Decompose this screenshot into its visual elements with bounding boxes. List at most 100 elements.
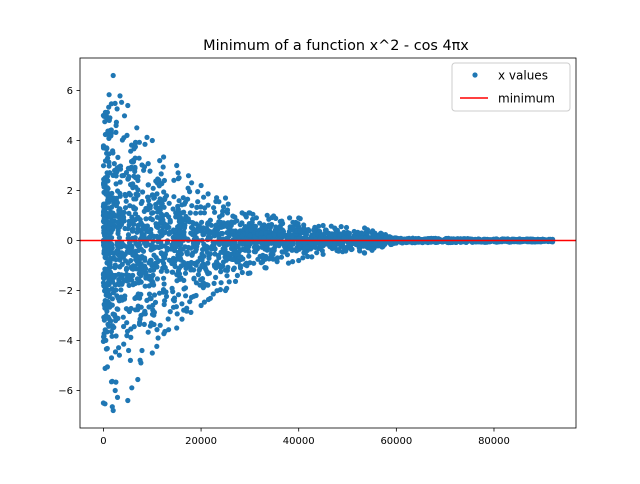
data-point xyxy=(266,234,272,240)
data-point xyxy=(248,227,254,233)
data-point xyxy=(218,265,224,271)
data-point xyxy=(263,225,270,231)
data-point xyxy=(188,267,194,273)
data-point xyxy=(215,226,221,232)
data-point xyxy=(135,247,142,253)
data-point xyxy=(272,242,279,248)
data-point xyxy=(166,200,172,206)
data-point xyxy=(176,223,182,229)
data-point xyxy=(120,314,126,320)
data-point xyxy=(231,248,237,254)
data-point xyxy=(129,235,136,241)
data-point xyxy=(110,407,116,414)
data-point xyxy=(143,223,149,229)
data-point xyxy=(308,241,314,247)
data-point xyxy=(101,317,107,323)
data-point xyxy=(191,276,197,282)
data-point xyxy=(135,187,141,193)
legend-marker-x-values xyxy=(472,72,478,78)
data-point xyxy=(267,224,273,231)
data-point xyxy=(253,244,259,250)
data-point xyxy=(130,282,136,288)
data-point xyxy=(133,140,139,146)
data-point xyxy=(105,269,111,275)
data-point xyxy=(201,194,207,200)
data-point xyxy=(360,243,366,249)
data-point xyxy=(187,210,193,216)
data-point xyxy=(101,228,107,234)
data-point xyxy=(112,387,118,394)
data-point xyxy=(124,320,130,326)
data-point xyxy=(113,122,119,129)
data-point xyxy=(157,322,163,328)
data-point xyxy=(104,170,110,176)
data-point xyxy=(158,268,164,274)
data-point xyxy=(211,242,217,248)
data-point xyxy=(161,260,167,266)
data-point xyxy=(346,242,352,248)
data-point xyxy=(106,92,112,98)
data-point xyxy=(124,132,130,138)
data-point xyxy=(300,255,306,261)
data-point xyxy=(222,254,228,260)
data-point xyxy=(106,257,112,263)
data-point xyxy=(126,249,132,255)
data-point xyxy=(115,295,121,301)
data-point xyxy=(113,181,119,187)
data-point xyxy=(285,260,292,266)
data-point xyxy=(112,349,119,355)
data-point xyxy=(101,301,107,307)
data-point xyxy=(101,247,107,253)
data-point xyxy=(287,215,293,221)
data-point xyxy=(113,287,119,293)
data-point xyxy=(171,177,177,183)
data-point xyxy=(202,244,208,250)
data-point xyxy=(115,219,121,225)
data-point xyxy=(257,220,263,226)
data-point xyxy=(164,268,170,274)
data-point xyxy=(320,243,326,249)
data-point xyxy=(176,213,183,220)
data-point xyxy=(195,189,201,195)
data-point xyxy=(140,189,146,195)
data-point xyxy=(279,227,285,233)
data-point xyxy=(290,259,296,265)
legend-box xyxy=(451,62,571,112)
data-point xyxy=(125,176,131,182)
data-point xyxy=(190,220,196,226)
data-point xyxy=(185,216,191,222)
data-point xyxy=(349,246,355,252)
data-point xyxy=(261,235,267,241)
data-point xyxy=(104,364,110,370)
data-point xyxy=(222,195,229,201)
data-point xyxy=(200,225,206,231)
data-point xyxy=(146,260,152,266)
data-point xyxy=(109,190,115,196)
data-point xyxy=(148,247,154,253)
data-point xyxy=(128,305,134,312)
data-point xyxy=(135,243,141,249)
data-point xyxy=(278,254,285,260)
data-point xyxy=(131,196,137,202)
data-point xyxy=(117,215,123,221)
data-point xyxy=(110,273,116,279)
data-point xyxy=(147,267,153,273)
data-point xyxy=(378,230,384,236)
data-point xyxy=(162,195,168,201)
data-point xyxy=(227,225,233,231)
data-point xyxy=(179,301,185,307)
data-point xyxy=(214,259,220,265)
data-point xyxy=(134,192,141,198)
data-point xyxy=(161,264,168,270)
data-point xyxy=(304,244,311,250)
data-point xyxy=(282,244,288,250)
data-point xyxy=(109,333,115,339)
data-point xyxy=(272,227,278,233)
data-point xyxy=(110,72,116,79)
data-point xyxy=(110,325,116,331)
data-point xyxy=(142,311,148,317)
data-point xyxy=(100,400,106,406)
data-point xyxy=(180,246,186,252)
data-point xyxy=(161,301,167,308)
data-point xyxy=(362,250,368,256)
